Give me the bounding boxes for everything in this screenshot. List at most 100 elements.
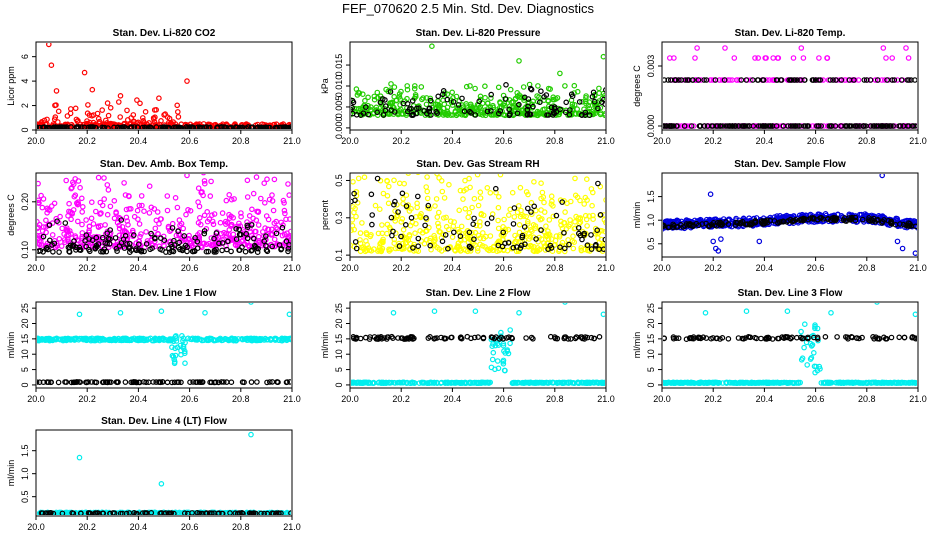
data-point bbox=[44, 124, 50, 129]
data-point bbox=[261, 238, 268, 245]
data-point bbox=[187, 379, 193, 386]
x-tick-label: 21.0 bbox=[283, 136, 301, 146]
data-point bbox=[55, 108, 62, 115]
data-point bbox=[794, 77, 800, 83]
data-point bbox=[595, 230, 602, 236]
data-point bbox=[800, 215, 807, 222]
data-point bbox=[223, 243, 229, 249]
data-point bbox=[487, 190, 494, 196]
data-point bbox=[139, 202, 145, 209]
y-tick-label: 0.010 bbox=[334, 75, 344, 98]
data-point bbox=[915, 219, 917, 225]
data-point bbox=[577, 334, 584, 340]
data-point bbox=[466, 229, 473, 236]
data-point bbox=[269, 198, 276, 204]
data-point bbox=[466, 175, 472, 182]
data-point bbox=[453, 379, 460, 386]
data-point bbox=[189, 124, 195, 129]
data-point bbox=[747, 221, 753, 227]
data-point bbox=[517, 184, 524, 191]
data-point bbox=[881, 217, 887, 223]
data-point bbox=[152, 225, 159, 232]
x-tick-label: 20.4 bbox=[756, 136, 774, 146]
data-point bbox=[590, 111, 597, 118]
data-point bbox=[217, 336, 224, 343]
data-point bbox=[668, 123, 675, 129]
data-point bbox=[75, 124, 82, 129]
data-point bbox=[524, 106, 531, 113]
points bbox=[37, 174, 291, 256]
data-point bbox=[375, 248, 381, 254]
data-point bbox=[226, 227, 233, 233]
data-point bbox=[448, 334, 455, 341]
data-point bbox=[219, 240, 226, 246]
data-point bbox=[132, 379, 139, 385]
data-point bbox=[187, 208, 194, 214]
data-point bbox=[457, 334, 464, 341]
data-point bbox=[37, 218, 40, 225]
data-point bbox=[717, 123, 723, 129]
data-point bbox=[703, 77, 710, 83]
data-point bbox=[595, 180, 601, 187]
data-point bbox=[231, 236, 237, 242]
x-tick-label: 20.2 bbox=[392, 136, 410, 146]
data-point bbox=[590, 212, 596, 219]
data-point bbox=[505, 240, 512, 246]
data-point bbox=[101, 124, 108, 129]
data-point bbox=[810, 77, 817, 83]
data-point bbox=[900, 221, 907, 228]
data-point bbox=[584, 223, 590, 229]
data-point bbox=[143, 229, 149, 235]
data-point bbox=[502, 229, 509, 235]
data-point bbox=[449, 89, 456, 96]
data-point bbox=[255, 208, 262, 215]
data-point bbox=[501, 216, 507, 223]
data-point bbox=[801, 321, 808, 328]
data-point bbox=[125, 117, 131, 123]
data-point bbox=[847, 217, 854, 223]
data-point bbox=[552, 335, 559, 342]
panel-3: Stan. Dev. Li-820 Temp.20.0 20.2 20.4 20.6 2… bbox=[632, 28, 927, 146]
data-point bbox=[578, 112, 585, 118]
data-point bbox=[270, 207, 277, 214]
data-point bbox=[172, 359, 178, 365]
data-point bbox=[351, 217, 356, 223]
data-point bbox=[104, 230, 111, 237]
data-point bbox=[95, 174, 102, 181]
data-point bbox=[193, 379, 199, 386]
data-point bbox=[175, 124, 182, 129]
data-point bbox=[734, 220, 741, 226]
data-point bbox=[807, 356, 814, 362]
data-point bbox=[98, 248, 104, 255]
data-point bbox=[463, 83, 470, 90]
y-tick-label: 0 bbox=[20, 127, 30, 132]
data-point bbox=[388, 379, 395, 386]
data-point bbox=[370, 380, 377, 387]
data-point bbox=[508, 334, 515, 341]
data-point bbox=[131, 232, 137, 238]
data-point bbox=[365, 111, 372, 118]
data-point bbox=[156, 221, 162, 227]
data-point bbox=[774, 55, 781, 61]
data-point bbox=[461, 188, 467, 194]
data-point bbox=[248, 248, 255, 254]
data-point bbox=[387, 100, 393, 106]
data-point bbox=[64, 232, 70, 239]
data-point bbox=[362, 97, 368, 104]
data-point bbox=[82, 337, 89, 343]
data-point bbox=[129, 336, 136, 342]
data-point bbox=[128, 124, 135, 129]
series-primary bbox=[351, 303, 605, 387]
data-point bbox=[574, 194, 581, 201]
data-point bbox=[780, 219, 787, 225]
series-secondary bbox=[663, 77, 917, 129]
data-point bbox=[690, 77, 696, 83]
data-point bbox=[99, 234, 106, 241]
data-point bbox=[104, 182, 111, 188]
data-point bbox=[267, 124, 273, 129]
data-point bbox=[589, 379, 596, 386]
data-point bbox=[37, 241, 43, 248]
data-point bbox=[263, 125, 270, 129]
data-point bbox=[391, 177, 397, 184]
data-point bbox=[830, 77, 836, 83]
